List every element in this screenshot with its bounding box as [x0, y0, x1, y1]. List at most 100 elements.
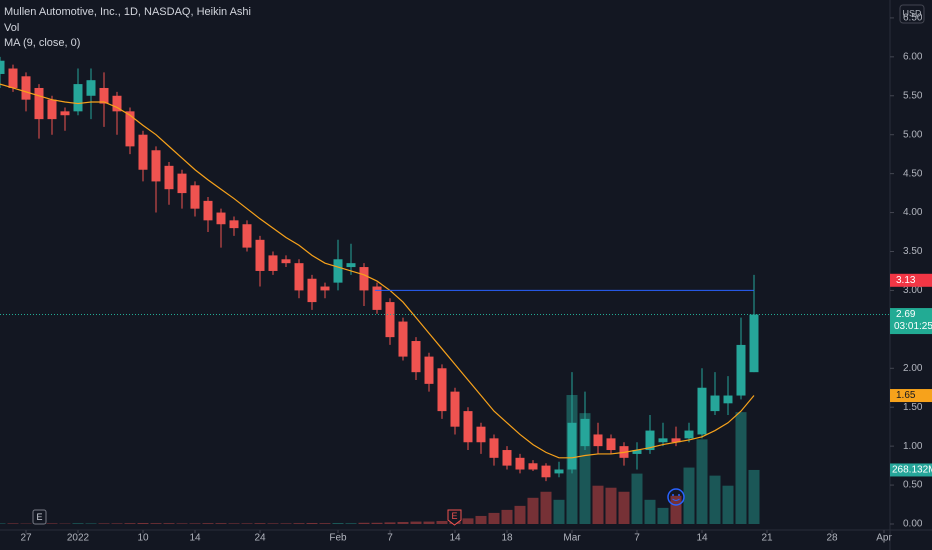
y-tick-label: 5.50: [903, 90, 923, 101]
volume-bar: [384, 522, 396, 524]
volume-bar: [644, 499, 656, 524]
candle-body: [34, 87, 44, 120]
volume-bar: [683, 467, 695, 524]
candle-body: [554, 469, 564, 474]
volume-bar: [605, 487, 617, 524]
candle-body: [528, 463, 538, 470]
volume-bar: [163, 523, 175, 524]
candle-body: [372, 286, 382, 310]
candle-body: [593, 434, 603, 447]
y-tick-label: 6.50: [903, 13, 923, 24]
candle-body: [151, 150, 161, 182]
candle-body: [424, 356, 434, 384]
volume-bar: [410, 521, 422, 524]
candle-body: [333, 259, 343, 283]
candle-body: [723, 395, 733, 404]
ma-label: 1.65: [896, 390, 916, 401]
candle-body: [138, 134, 148, 170]
y-tick-label: 5.00: [903, 129, 923, 140]
volume-bar: [423, 521, 435, 524]
price-label-box: [890, 273, 932, 287]
candle-body: [606, 438, 616, 451]
candle-body: [749, 314, 759, 373]
candle-body: [255, 239, 265, 271]
price-label: 3.13: [896, 275, 916, 286]
candle-body: [242, 224, 252, 248]
volume-bar: [228, 523, 240, 524]
volume-bar: [254, 523, 266, 524]
candle-body: [437, 368, 447, 412]
candle-body: [632, 450, 642, 454]
volume-bar: [657, 507, 669, 524]
volume-bar: [722, 485, 734, 524]
volume-bar: [475, 515, 487, 524]
volume-bar: [709, 475, 721, 524]
candle-body: [398, 321, 408, 357]
candle-body: [112, 95, 122, 112]
y-tick-label: 1.50: [903, 402, 923, 413]
event-icon[interactable]: E: [32, 509, 47, 525]
volume-bar: [7, 523, 19, 524]
candle-body: [190, 185, 200, 209]
volume-bar: [670, 495, 682, 524]
volume-bar: [345, 523, 357, 524]
x-tick-label: 18: [501, 533, 513, 544]
volume-bar: [241, 523, 253, 524]
volume-bar: [319, 523, 331, 524]
candle-body: [0, 60, 5, 74]
candle-body: [502, 450, 512, 466]
volume-bar: [748, 469, 760, 524]
candle-body: [164, 165, 174, 190]
candle-body: [684, 430, 694, 439]
candle-body: [567, 422, 577, 470]
ma-label-box: [890, 389, 932, 403]
volume-bar: [137, 522, 149, 524]
x-tick-label: 7: [634, 533, 640, 544]
y-tick-label: 3.00: [903, 285, 923, 296]
chart-title: Mullen Automotive, Inc., 1D, NASDAQ, Hei…: [4, 6, 251, 18]
currency-box[interactable]: [899, 4, 925, 24]
y-tick-label: 2.00: [903, 363, 923, 374]
x-tick-label: 28: [826, 533, 838, 544]
volume-bar: [293, 523, 305, 524]
volume-bar: [397, 521, 409, 524]
countdown-label: 03:01:25: [894, 321, 932, 332]
volume-bar: [618, 491, 630, 524]
volume-bar: [202, 523, 214, 524]
candle-body: [125, 111, 135, 147]
candle-body: [697, 387, 707, 435]
x-tick-label: 14: [696, 533, 708, 544]
price-label: 2.69: [896, 309, 916, 320]
volume-bar: [189, 523, 201, 524]
candle-body: [541, 465, 551, 478]
candle-body: [346, 263, 356, 268]
candle-body: [645, 430, 655, 451]
candle-body: [86, 80, 96, 96]
emoji-icon[interactable]: [667, 488, 685, 506]
volume-bar: [358, 522, 370, 524]
candle-body: [515, 457, 525, 470]
volume-bar: [631, 473, 643, 524]
volume-bar: [579, 413, 591, 524]
volume-bar: [514, 505, 526, 524]
candle-body: [320, 286, 330, 291]
candle-body: [47, 99, 57, 120]
event-icon[interactable]: E: [447, 509, 462, 526]
volume-bar: [436, 520, 448, 524]
plot: [0, 56, 890, 524]
volume-bar: [267, 523, 279, 524]
legend: Mullen Automotive, Inc., 1D, NASDAQ, Hei…: [4, 6, 251, 49]
candle-body: [385, 302, 395, 338]
indicator-label: MA (9, close, 0): [4, 37, 80, 49]
x-tick-label: Feb: [329, 533, 347, 544]
volume-bar: [85, 523, 97, 524]
volume-bar: [592, 485, 604, 524]
candle-body: [177, 173, 187, 194]
candle-body: [294, 263, 304, 291]
x-tick-label: 2022: [67, 533, 90, 544]
x-tick-label: 10: [137, 533, 149, 544]
indicator-label: Vol: [4, 22, 19, 34]
